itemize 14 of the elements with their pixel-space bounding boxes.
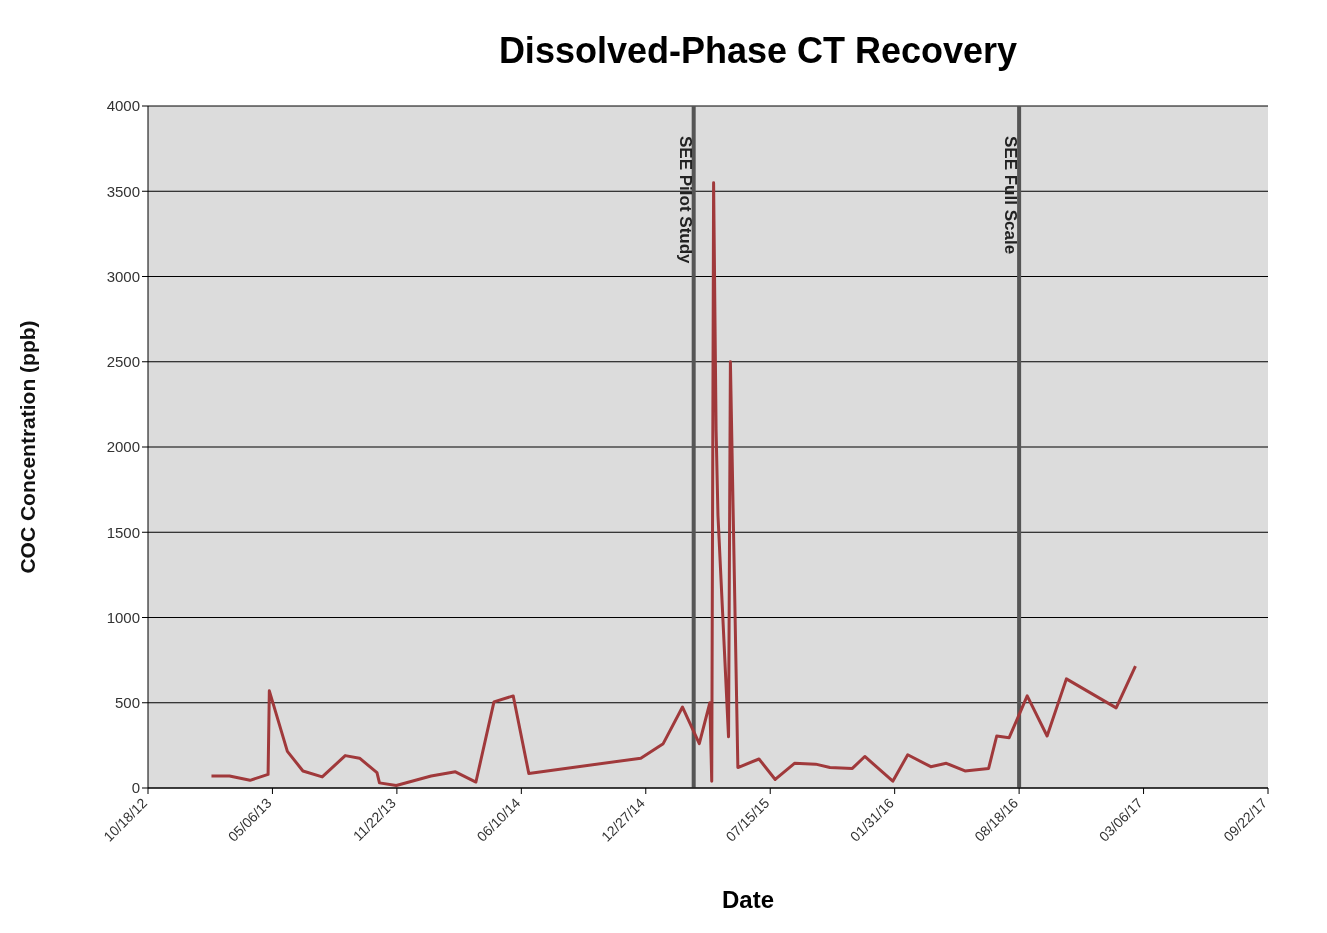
ref-line-label: SEE Pilot Study	[675, 136, 695, 265]
y-tick-label: 4000	[106, 97, 140, 115]
y-axis-title: COC Concentration (ppb)	[16, 320, 40, 574]
ref-line-label: SEE Full Scale	[1001, 136, 1021, 255]
chart-title: Dissolved-Phase CT Recovery	[497, 30, 1019, 72]
y-tick-label: 1500	[106, 523, 140, 541]
y-tick-label: 500	[114, 694, 140, 712]
y-tick-label: 1000	[106, 608, 140, 626]
y-tick-label: 2000	[106, 438, 140, 456]
y-tick-label: 0	[131, 779, 140, 797]
x-axis-title: Date	[721, 886, 775, 914]
y-tick-label: 2500	[106, 353, 140, 371]
y-tick-label: 3500	[106, 182, 140, 200]
y-tick-label: 3000	[106, 267, 140, 285]
